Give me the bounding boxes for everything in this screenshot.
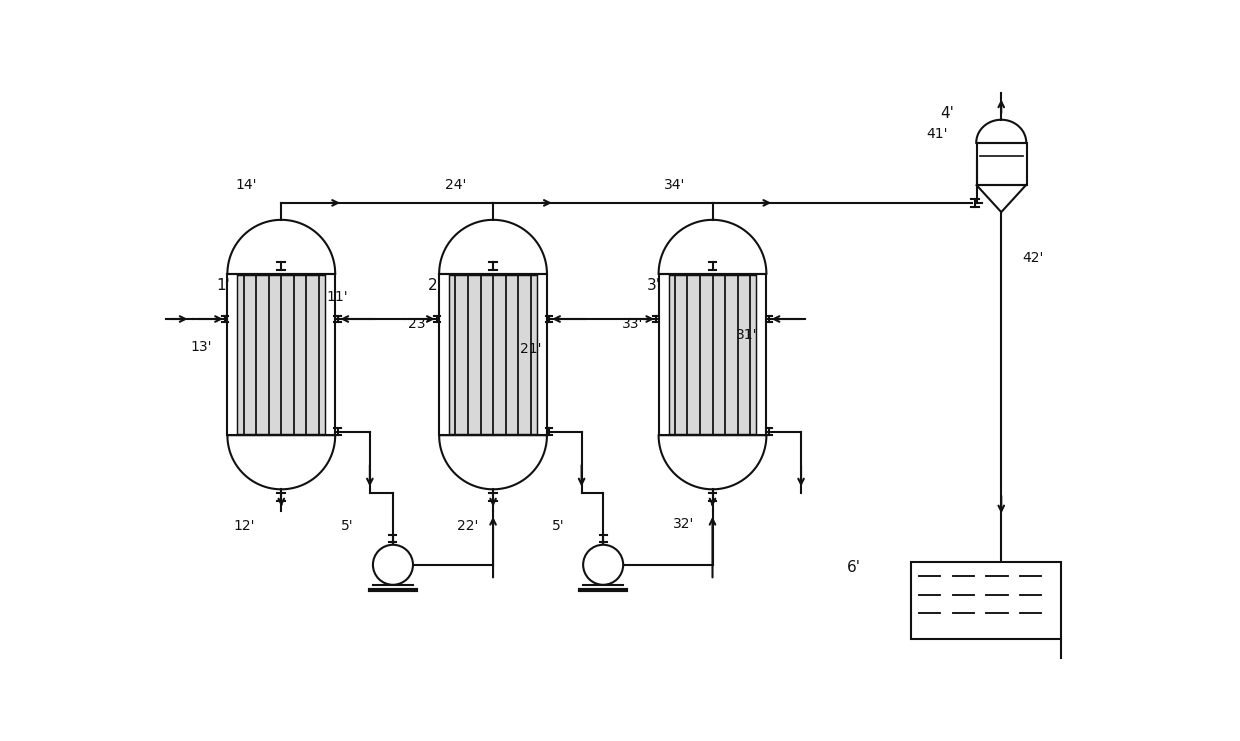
Text: 3': 3' [647, 278, 661, 293]
Bar [449, 275, 537, 434]
Text: 14': 14' [236, 178, 257, 192]
Text: 2': 2' [428, 278, 441, 293]
Bar [658, 273, 766, 436]
Text: 5': 5' [341, 519, 353, 534]
Text: 42': 42' [1022, 251, 1043, 265]
Text: 12': 12' [233, 519, 255, 534]
Text: 4': 4' [940, 106, 955, 121]
Circle shape [373, 545, 413, 585]
Text: 1': 1' [216, 278, 229, 293]
Bar [977, 143, 1027, 185]
Bar [668, 275, 756, 434]
Text: 11': 11' [326, 290, 347, 304]
Bar [237, 275, 325, 434]
Text: 23': 23' [408, 316, 430, 330]
Text: 41': 41' [926, 127, 949, 141]
Bar [439, 273, 547, 436]
Text: 24': 24' [444, 178, 466, 192]
Text: 31': 31' [735, 328, 758, 342]
Text: 5': 5' [552, 519, 565, 534]
Text: 34': 34' [663, 178, 686, 192]
Text: 21': 21' [520, 342, 542, 356]
Text: 33': 33' [621, 316, 644, 330]
Bar [227, 273, 335, 436]
Text: 13': 13' [191, 340, 212, 354]
Circle shape [583, 545, 624, 585]
Bar [911, 562, 1061, 639]
Text: 32': 32' [672, 517, 694, 531]
Text: 22': 22' [456, 519, 479, 534]
Text: 6': 6' [847, 560, 862, 575]
